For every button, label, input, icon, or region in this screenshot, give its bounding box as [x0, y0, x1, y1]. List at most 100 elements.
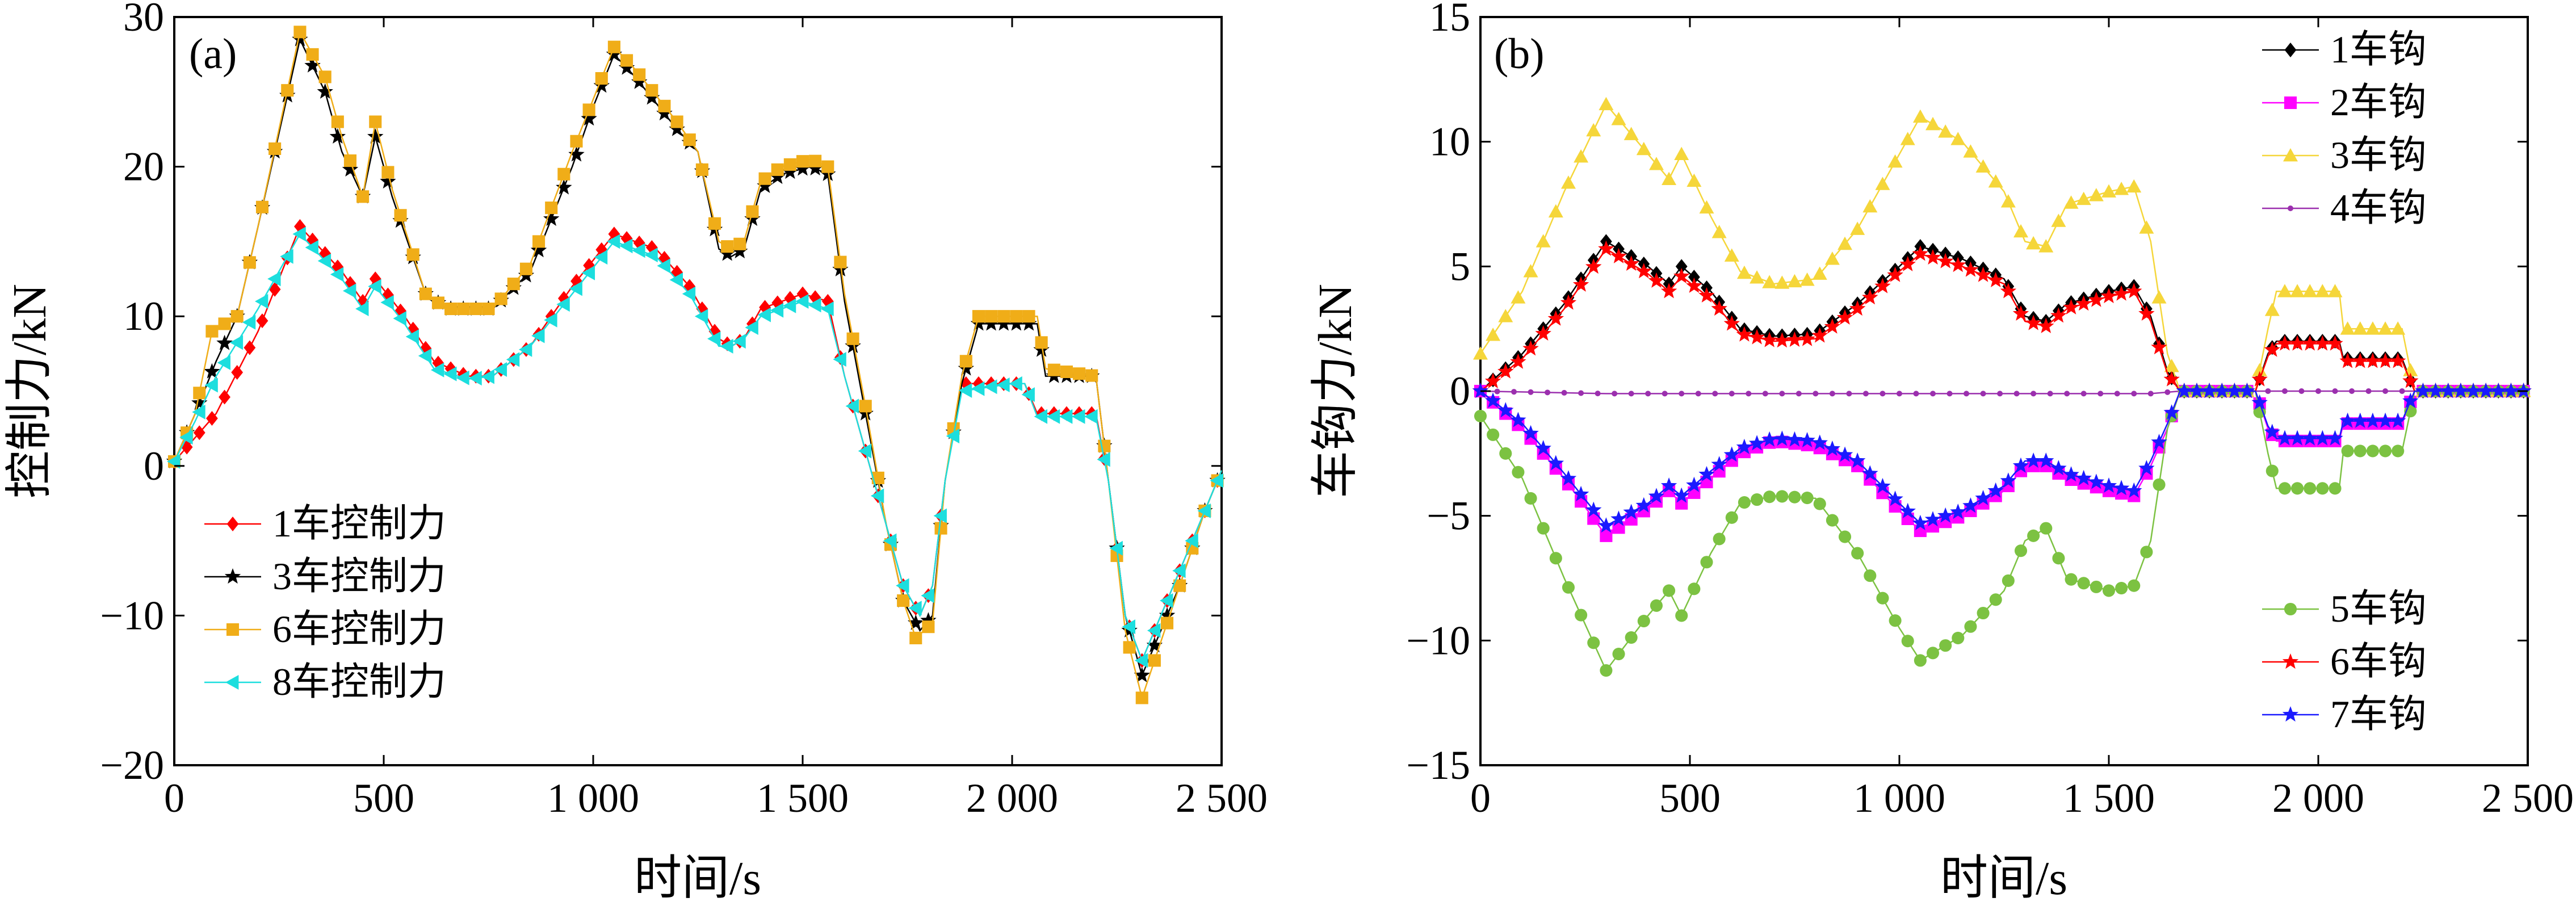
data-point: [2289, 430, 2306, 446]
data-point: [2265, 388, 2271, 394]
legend-marker: [2282, 653, 2299, 669]
data-point: [2390, 321, 2406, 335]
data-point: [2503, 383, 2519, 399]
data-point: [2012, 305, 2029, 321]
data-point: [909, 631, 922, 644]
data-point: [268, 142, 282, 156]
data-point: [1912, 245, 1929, 261]
data-point: [1950, 257, 1966, 272]
data-point: [2315, 284, 2330, 297]
data-point: [671, 265, 683, 280]
data-point: [695, 163, 708, 176]
series-7车钩: [1472, 383, 2532, 533]
data-point: [1962, 261, 1979, 277]
data-point: [2332, 388, 2338, 394]
data-point: [1160, 593, 1173, 609]
data-point: [657, 258, 670, 274]
data-point: [807, 160, 824, 175]
data-point: [1786, 332, 1803, 347]
data-point: [2101, 184, 2116, 198]
data-point: [834, 255, 847, 269]
data-point: [1008, 315, 1025, 331]
data-point: [1033, 341, 1050, 357]
data-point: [216, 334, 233, 350]
data-point: [2402, 392, 2419, 408]
data-point: [2251, 394, 2268, 410]
legend-marker: [2284, 43, 2297, 57]
data-point: [1650, 599, 1663, 612]
data-point: [1623, 504, 1639, 519]
series-8车控制力: [167, 227, 1224, 668]
data-point: [2341, 444, 2354, 458]
data-point: [595, 72, 608, 85]
data-point: [544, 312, 557, 328]
legend-entry: 7车钩: [2262, 693, 2427, 736]
data-point: [645, 240, 658, 255]
data-point: [380, 295, 394, 310]
data-point: [493, 362, 507, 377]
data-point: [694, 309, 708, 324]
data-point: [2478, 383, 2494, 399]
data-point: [769, 169, 786, 184]
legend-marker: [225, 675, 239, 690]
data-point: [2264, 341, 2280, 357]
data-point: [794, 160, 811, 176]
data-point: [1034, 409, 1048, 424]
data-point: [2264, 423, 2280, 439]
panel-b: 0 500 1 000 1 500 2 000 2 500 −15 −10 −5 0 5 10 15 (…: [1309, 0, 2574, 905]
data-point: [783, 158, 796, 171]
data-point: [2281, 388, 2288, 394]
data-point: [1864, 569, 1877, 582]
data-point: [1598, 240, 1614, 256]
data-point: [1010, 310, 1023, 323]
data-point: [1829, 391, 1835, 397]
data-point: [1494, 388, 1500, 395]
data-point: [2002, 574, 2015, 587]
data-point: [1750, 270, 1765, 284]
legend-marker: [2283, 148, 2298, 162]
data-point: [457, 302, 470, 316]
legend-label: 4车钩: [2330, 186, 2427, 229]
data-point: [1738, 496, 1751, 509]
data-point: [784, 291, 796, 306]
data-point: [1085, 369, 1098, 382]
data-point: [1712, 391, 1718, 397]
data-point: [2126, 179, 2142, 193]
data-point: [1950, 132, 1966, 145]
data-point: [732, 243, 748, 259]
data-point: [2164, 359, 2179, 372]
data-point: [770, 303, 784, 318]
data-point: [1572, 276, 1589, 292]
data-point: [782, 163, 799, 179]
data-point: [658, 99, 671, 112]
data-point: [2115, 582, 2128, 595]
data-point: [2100, 288, 2117, 304]
data-point: [1987, 272, 2004, 287]
data-point: [2315, 388, 2321, 394]
data-point: [2377, 353, 2394, 368]
data-point: [1610, 510, 1627, 526]
x-tick-label: 2 500: [1176, 775, 1268, 821]
data-point: [1711, 456, 1727, 472]
data-point: [2151, 290, 2167, 304]
panel-a-plot-frame: [173, 16, 1223, 766]
data-point: [1736, 265, 1752, 279]
data-point: [431, 296, 444, 309]
data-point: [796, 155, 809, 168]
data-point: [1912, 109, 1928, 123]
data-point: [2291, 482, 2304, 495]
data-point: [1545, 389, 1551, 396]
x-tick-label: 500: [1659, 775, 1721, 821]
legend-label: 2车钩: [2330, 81, 2427, 124]
data-point: [569, 281, 582, 296]
data-point: [1022, 310, 1035, 323]
data-point: [557, 167, 570, 181]
data-point: [2000, 194, 2016, 208]
data-point: [808, 297, 821, 313]
data-point: [631, 73, 648, 89]
data-point: [1047, 363, 1060, 376]
data-point: [268, 282, 281, 297]
data-point: [1161, 616, 1174, 630]
legend-label: 5车钩: [2330, 587, 2427, 630]
data-point: [556, 297, 570, 312]
